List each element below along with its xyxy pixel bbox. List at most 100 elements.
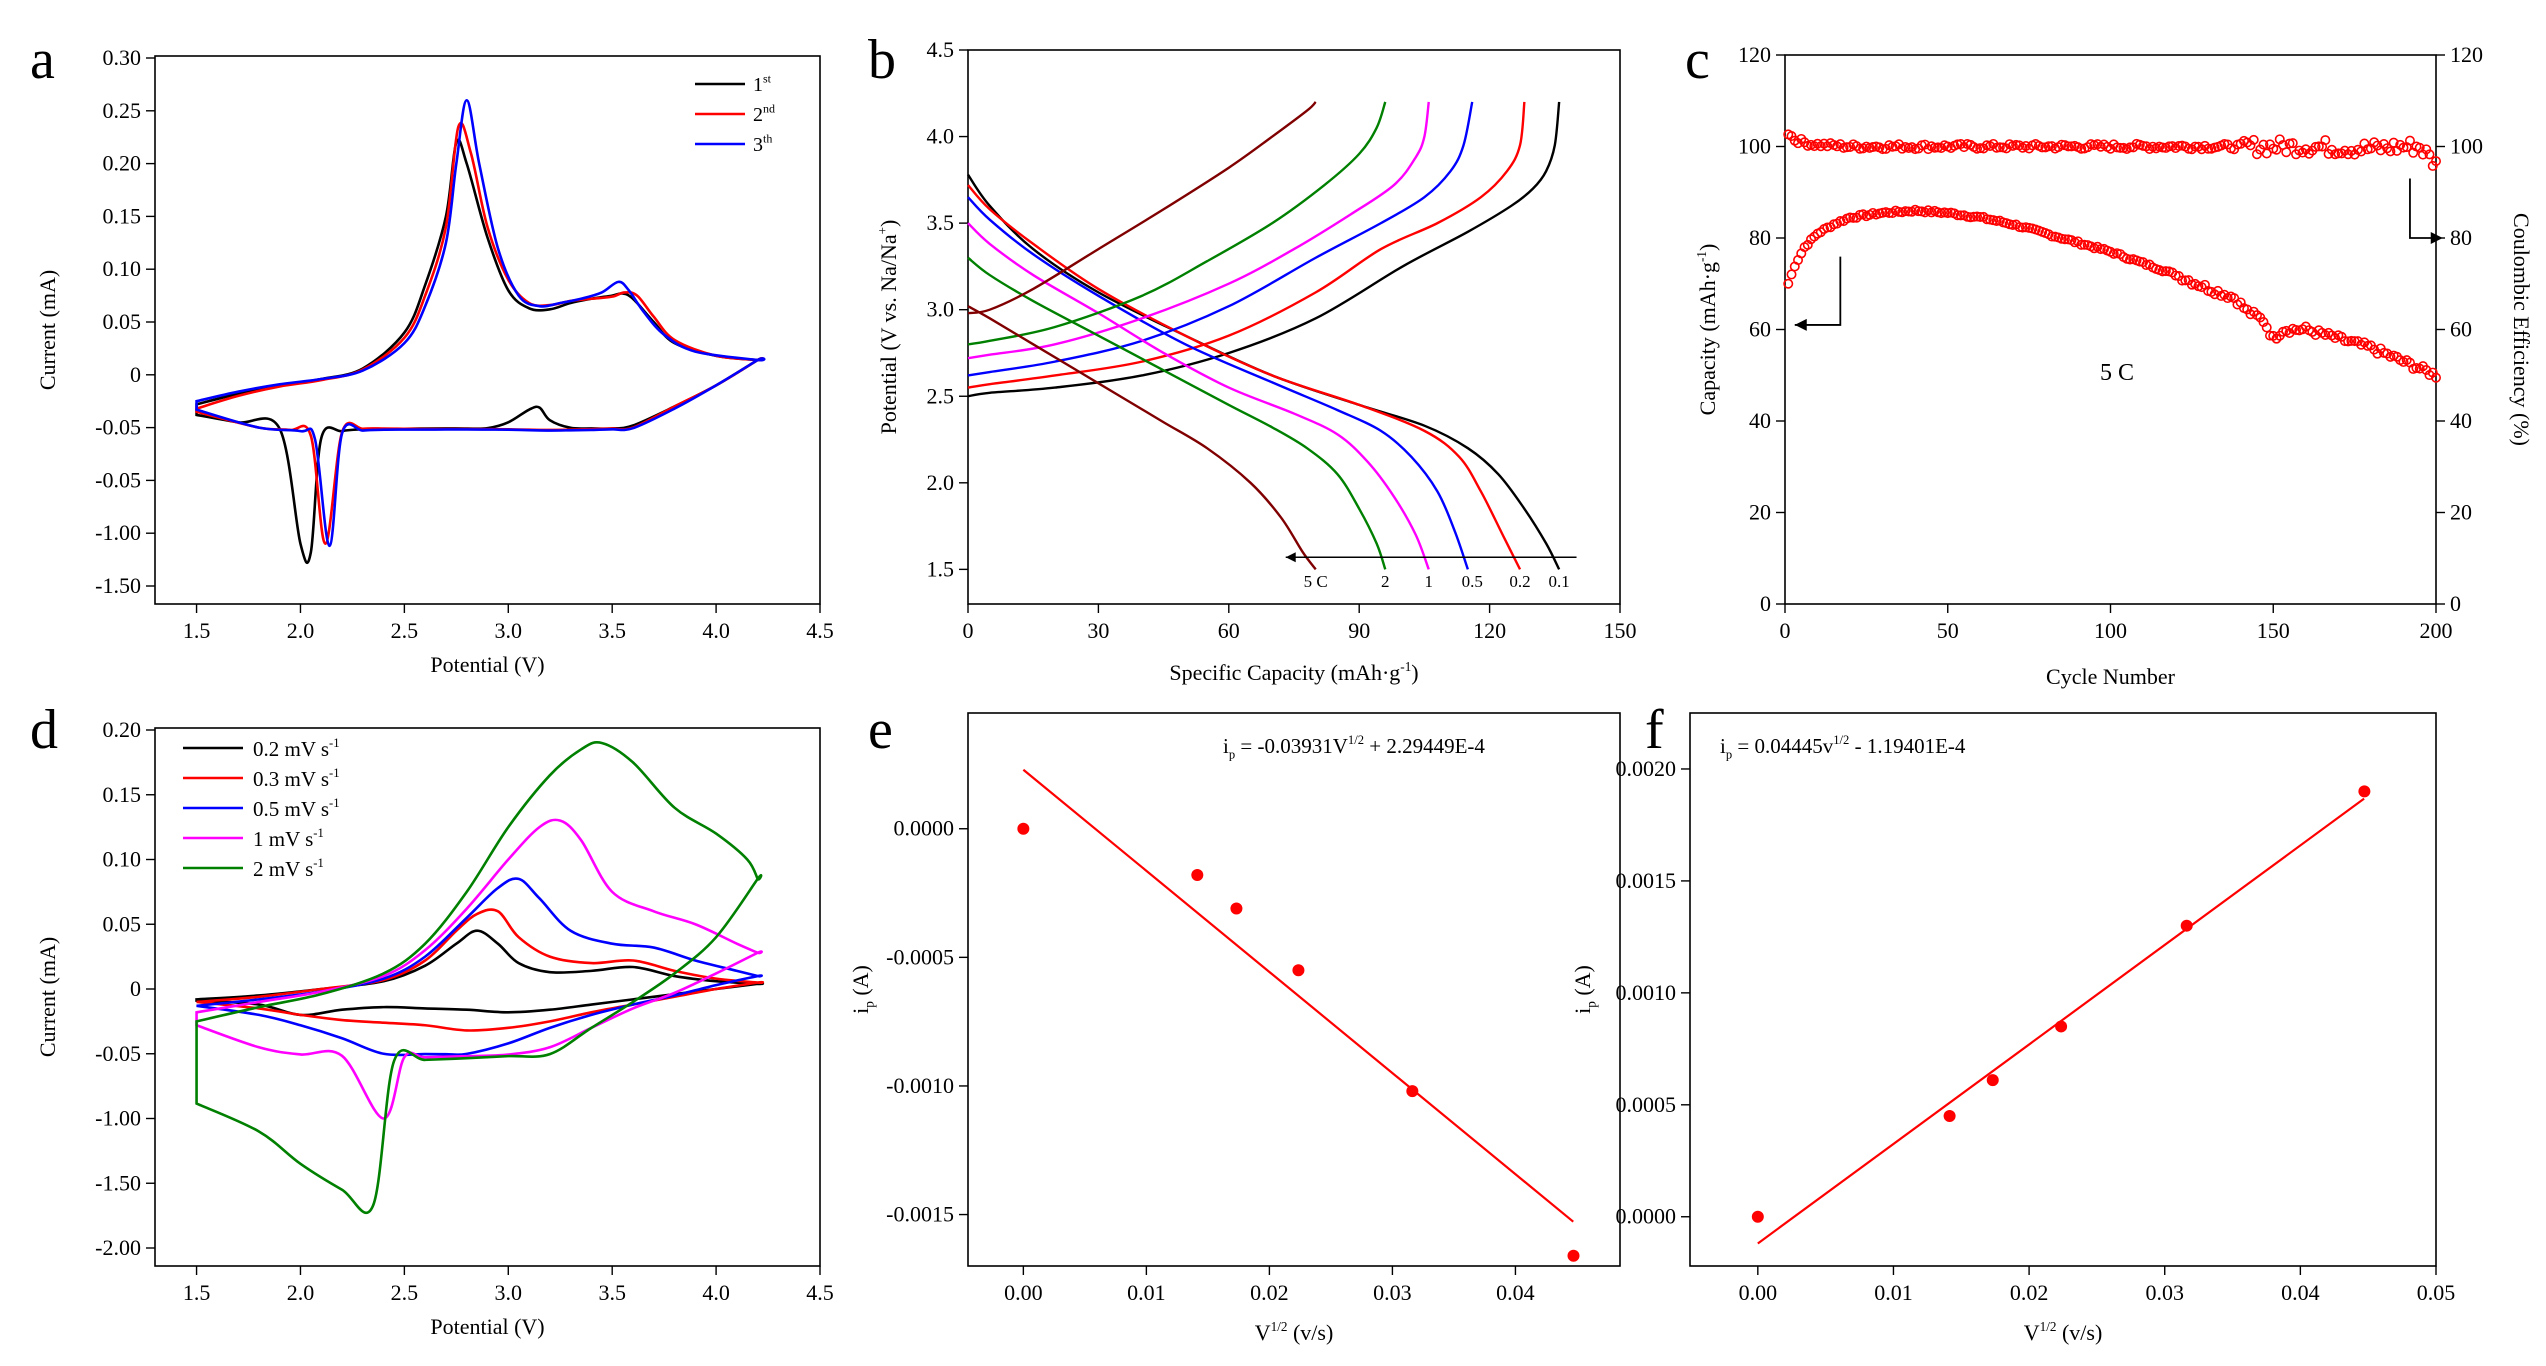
data-point-e-2 [1230,902,1243,915]
x-axis-title-b: Specific Capacity (mAh·g-1​) [1169,659,1418,685]
arrow-head-right [2430,232,2443,244]
scatter-point-c-0 [2059,234,2070,245]
y-axis-title-c-part: Capacity (mAh·g [1695,262,1720,415]
x-axis-title-f-part: (v/s) [2056,1320,2102,1345]
x-tick-label-e: 0.00 [1004,1280,1043,1305]
scatter-point-c-1 [2404,135,2415,146]
legend-label-d-2-part: 0.5 mV s [253,797,329,821]
legend-label-d-3-part: 1 mV s [253,827,313,851]
y-axis-title-e-part: p [862,1001,877,1008]
scatter-point-c-0 [2372,348,2383,359]
panel-e: 0.00 0.01 0.02 0.03 0.04 0.0000 -0.0005 -0.0010… [848,699,1621,1345]
fit-equation-f-part: = 0.04445v [1732,734,1834,758]
x-tick-label-c: 150 [2257,618,2290,643]
legend-label-d-1-part: -1 [329,766,340,780]
scatter-point-c-0 [2421,364,2432,375]
rate-axis-arrow [1285,552,1296,563]
x-axis-title-f: V1/2​ (v/s) [2024,1319,2103,1345]
x-tick-label-a: 2.0 [287,618,315,643]
scatter-point-c-0 [2271,333,2282,344]
scatter-point-c-1 [2388,137,2399,148]
y2-tick-label-c: 100 [2450,134,2483,159]
y-tick-label-d: -1.00 [95,1106,141,1131]
x-tick-label-a: 1.5 [183,618,211,643]
x-tick-label-a: 4.0 [702,618,730,643]
scatter-point-c-1 [2037,142,2048,153]
scatter-point-c-1 [2164,141,2175,152]
scatter-point-c-0 [1783,278,1794,289]
scatter-point-c-0 [1975,212,1986,223]
scatter-point-c-1 [2271,144,2282,155]
y-tick-label-c: 0 [1760,591,1771,616]
y-axis-title-c-part: ) [1695,244,1720,251]
series-line-b-2-discharge [967,196,1470,570]
y-tick-label-b: 4.5 [927,37,955,62]
panel-label-a: a [30,29,55,91]
panel-label-f: f [1645,699,1664,761]
data-point-f-2 [1986,1074,1999,1087]
scatter-point-c-0 [1913,206,1924,217]
scatter-point-c-0 [2431,372,2442,383]
data-point-f-4 [2180,919,2193,932]
x-tick-label-d: 3.0 [495,1280,523,1305]
x-axis-title-c: Cycle Number [2046,664,2176,689]
scatter-point-c-1 [2157,142,2168,153]
y-axis-title-f-part: p [1584,1001,1599,1008]
legend-label-d-3-part: -1 [313,826,324,840]
x-axis-title-d: Potential (V) [430,1314,544,1339]
x-axis-title-f-part: V [2024,1320,2040,1345]
y-tick-label-a: -0.05 [95,415,141,440]
scatter-point-c-1 [2024,143,2035,154]
scatter-point-c-1 [2424,149,2435,160]
fit-equation-f-part: 1/2 [1833,733,1849,747]
y-tick-label-a: 0.20 [103,151,142,176]
scatter-point-c-1 [2082,142,2093,153]
scatter-point-c-0 [1835,216,1846,227]
legend-label-d-1: 0.3 mV s-1​ [253,766,340,791]
y-tick-label-a: 0 [130,362,141,387]
scatter-point-c-1 [2313,141,2324,152]
series-line-a-1 [195,121,765,546]
scatter-point-c-0 [2160,266,2171,277]
legend-label-d-2: 0.5 mV s-1​ [253,796,340,821]
scatter-point-c-0 [2427,367,2438,378]
x-tick-label-d: 4.0 [702,1280,730,1305]
scatter-point-c-1 [1994,142,2005,153]
scatter-point-c-1 [2320,135,2331,146]
legend-label-a-2: 3th​ [753,132,772,156]
scatter-point-c-1 [2385,146,2396,157]
fit-equation-e-part: = -0.03931V [1235,734,1348,758]
fit-equation-f: ip​ = 0.04445v1/2​ - 1.19401E-4 [1720,733,1966,761]
y-axis-title-e-part: (A) [848,965,873,1001]
y2-tick-label-c: 60 [2450,317,2472,342]
x-tick-label-d: 4.5 [806,1280,834,1305]
x-tick-label-f: 0.01 [1874,1280,1913,1305]
fit-equation-f-part: - 1.19401E-4 [1849,734,1966,758]
fit-equation-e: ip​ = -0.03931V1/2​ + 2.29449E-4 [1223,733,1485,761]
scatter-point-c-0 [2157,266,2168,277]
x-axis-title-f-part: 1/2 [2040,1319,2057,1334]
y-tick-label-f: 0.0005 [1616,1092,1677,1117]
x-tick-label-f: 0.03 [2145,1280,2184,1305]
scatter-point-c-0 [2079,239,2090,250]
scatter-point-c-1 [2248,134,2259,145]
scatter-point-c-1 [1959,142,1970,153]
panel-a: 1.5 2.0 2.5 3.0 3.5 4.0 4.5 -1.50 -1.00 -0.05 -0.0… [30,29,834,677]
scatter-point-c-1 [1955,139,1966,150]
x-tick-label-d: 2.0 [287,1280,315,1305]
series-line-b-5-charge [967,101,1317,315]
data-point-e-3 [1292,964,1305,977]
scatter-point-c-1 [2063,141,2074,152]
y2-tick-label-c: 120 [2450,42,2483,67]
y-tick-label-c: 100 [1738,134,1771,159]
y-tick-label-d: -1.50 [95,1170,141,1195]
y-tick-label-b: 1.5 [927,556,955,581]
arrow-left-capacity [1794,256,1842,326]
scatter-point-c-0 [2339,336,2350,347]
scatter-point-c-0 [2382,348,2393,359]
x-tick-label-b: 120 [1473,618,1506,643]
scatter-point-c-0 [1981,214,1992,225]
y-tick-label-f: 0.0020 [1616,756,1677,781]
scatter-point-c-0 [1884,207,1895,218]
x-tick-label-f: 0.04 [2281,1280,2320,1305]
